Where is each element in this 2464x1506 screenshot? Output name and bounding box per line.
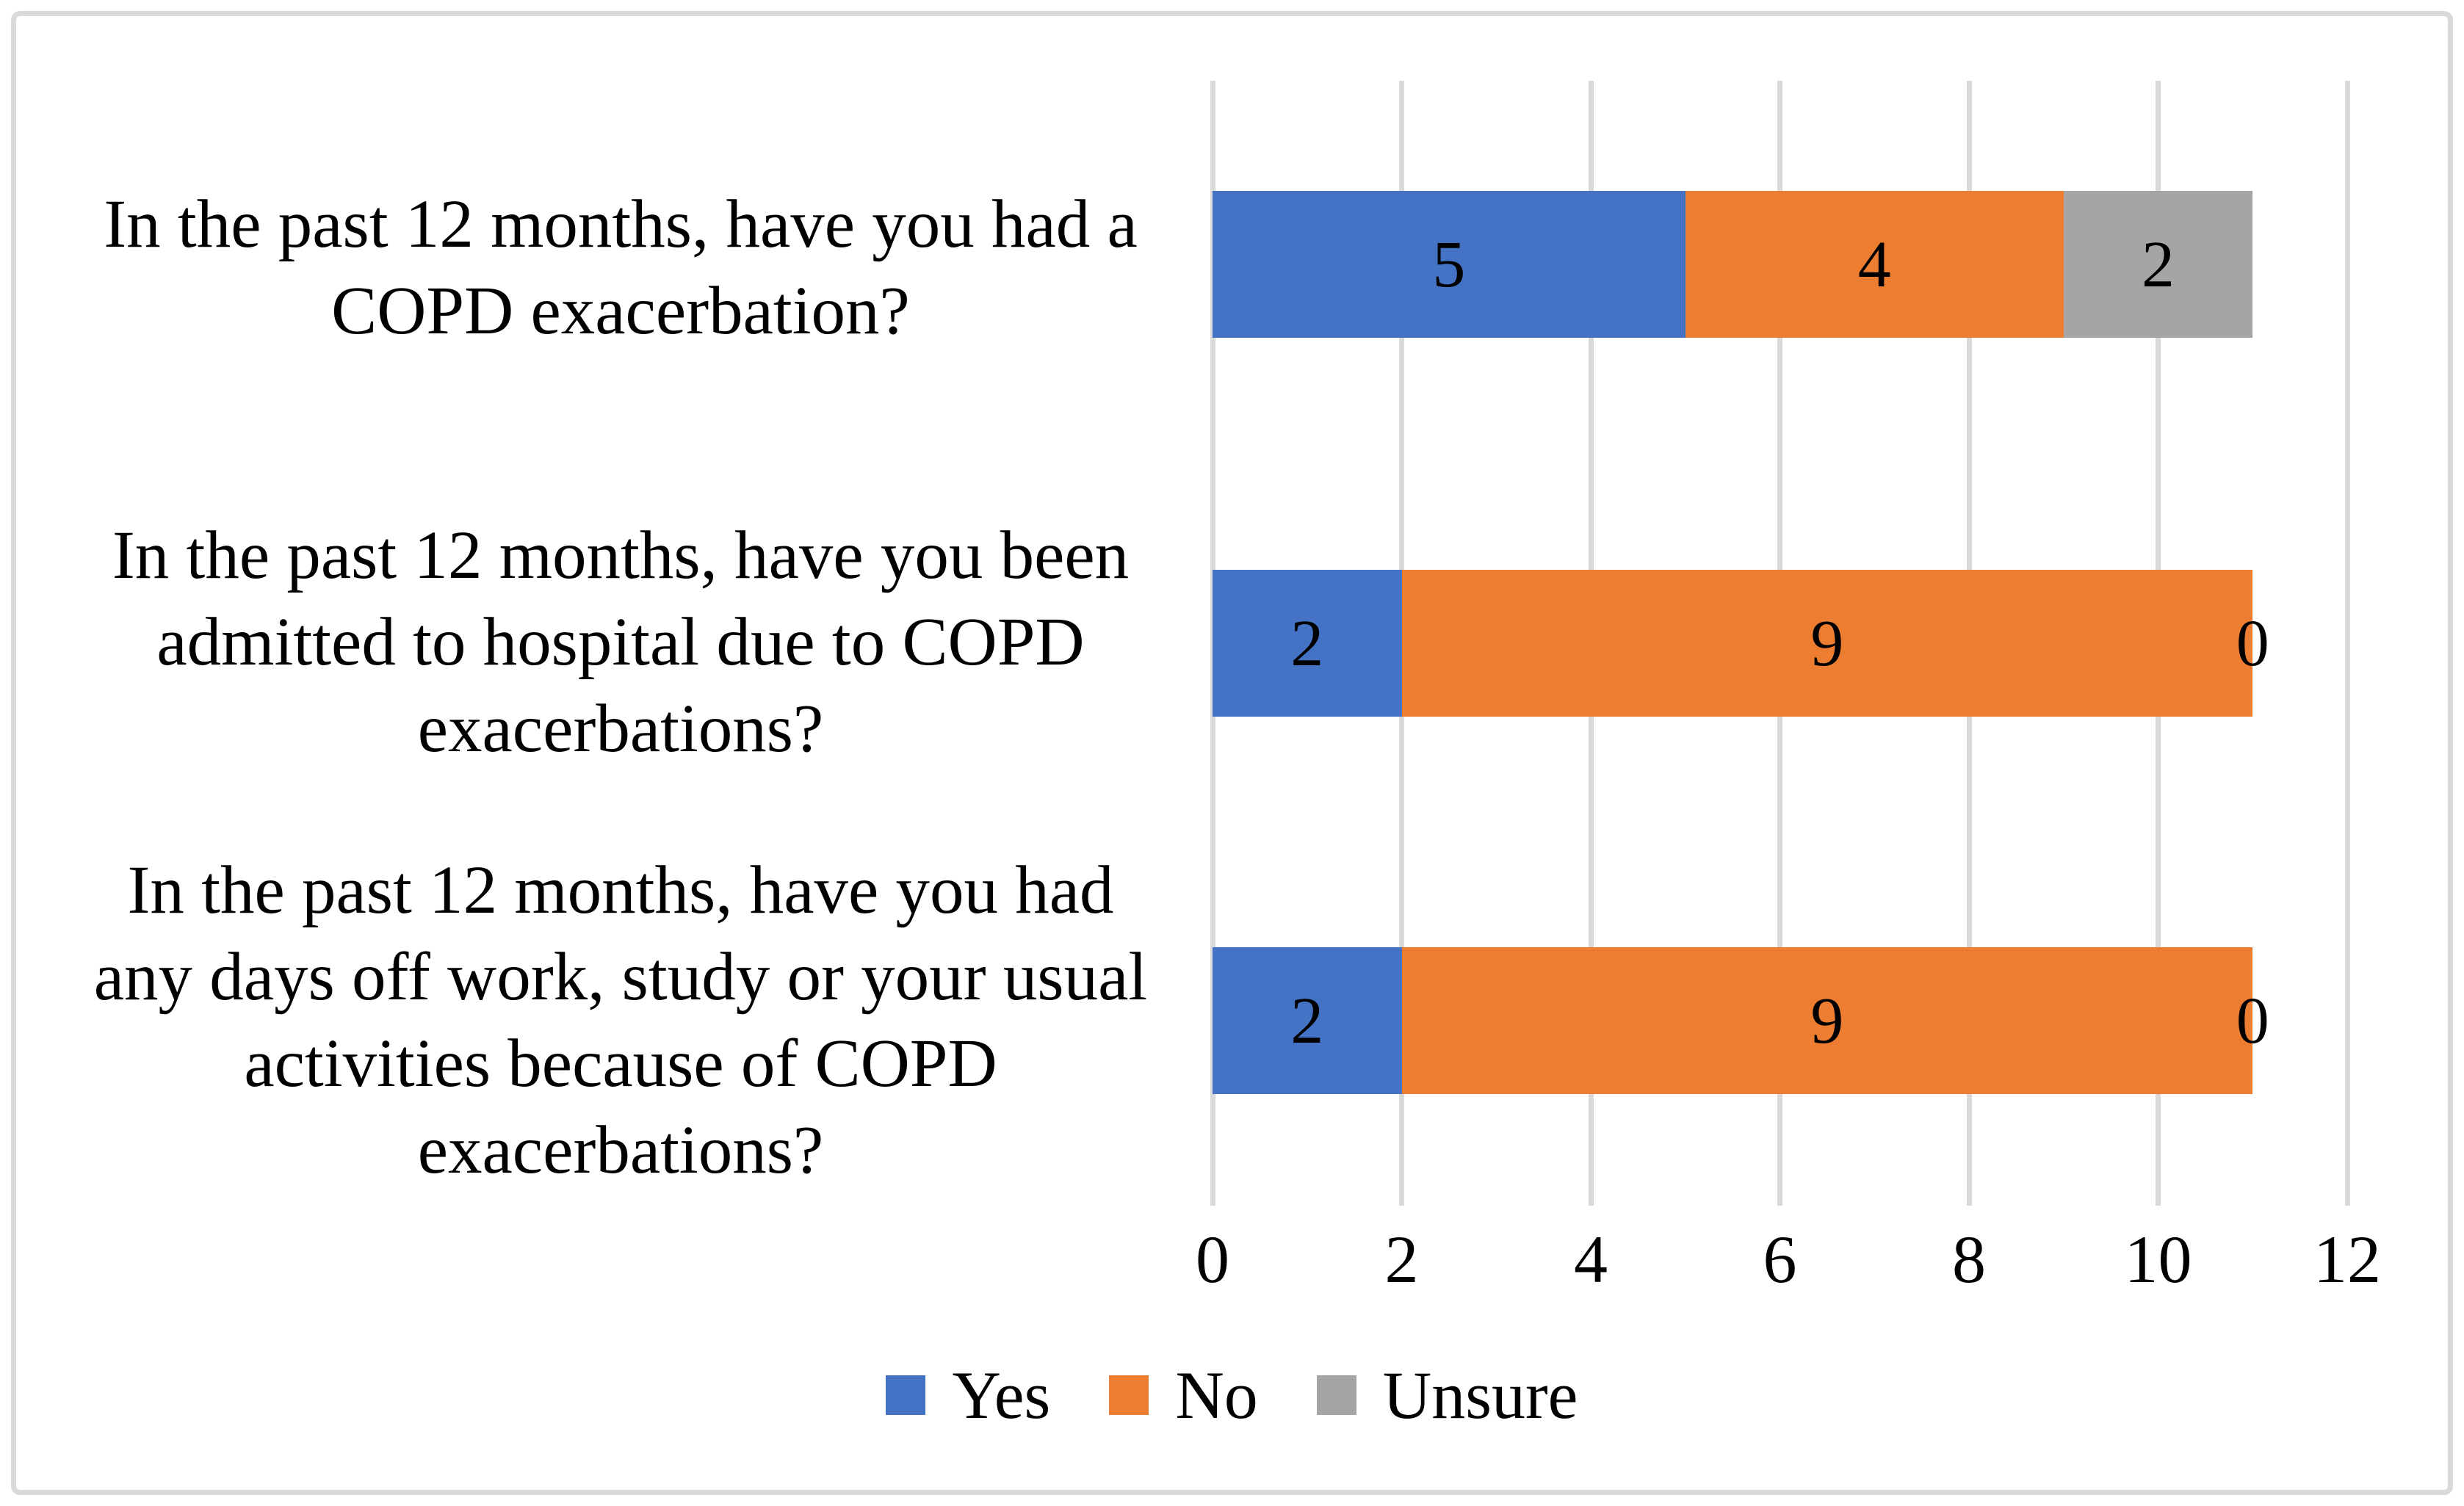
bar-data-label: 0 — [2236, 984, 2269, 1057]
bar-data-label: 9 — [1810, 607, 1844, 680]
bar-segment-yes — [1213, 191, 1686, 338]
bar-data-label: 5 — [1432, 228, 1466, 301]
bar-segment-no — [1401, 570, 2253, 717]
bar-data-label: 0 — [2236, 607, 2269, 680]
legend-swatch-unsure-icon — [1316, 1375, 1356, 1415]
bar-segment-yes — [1213, 570, 1402, 717]
bar-segment-no — [1401, 947, 2253, 1094]
x-axis-tick-label: 6 — [1763, 1222, 1797, 1297]
bar-data-label: 9 — [1810, 984, 1844, 1057]
legend-swatch-no-icon — [1109, 1375, 1149, 1415]
bar-data-label: 4 — [1857, 228, 1891, 301]
legend-item-unsure: Unsure — [1316, 1358, 1578, 1433]
legend-item-yes: Yes — [886, 1358, 1050, 1432]
bar-segment-no — [1685, 191, 2064, 338]
legend-item-no: No — [1109, 1358, 1258, 1433]
x-axis-tick-label: 12 — [2313, 1222, 2381, 1297]
x-axis-tick-label: 10 — [2124, 1222, 2192, 1297]
legend-label-unsure: Unsure — [1382, 1358, 1578, 1433]
x-axis-tick-label: 0 — [1196, 1222, 1229, 1297]
bar-data-label: 2 — [2142, 228, 2175, 301]
category-label-1: In the past 12 months, have you had a CO… — [104, 187, 1138, 349]
legend-swatch-yes-icon — [886, 1375, 926, 1415]
gridline — [2344, 81, 2350, 1206]
bar-segment-unsure — [2063, 191, 2253, 338]
bar-segment-yes — [1213, 947, 1402, 1094]
x-axis-tick-label: 2 — [1384, 1222, 1419, 1297]
bar-data-label: 2 — [1290, 607, 1324, 680]
x-axis-tick-label: 8 — [1952, 1222, 1986, 1297]
category-label-2: In the past 12 months, have you been adm… — [112, 518, 1130, 767]
bar-data-label: 2 — [1290, 984, 1324, 1057]
category-label-3: In the past 12 months, have you had any … — [93, 852, 1148, 1188]
x-axis-tick-label: 4 — [1574, 1222, 1608, 1297]
legend-label-no: No — [1175, 1358, 1258, 1433]
legend: Yes No Unsure — [0, 1355, 2464, 1436]
legend-label-yes: Yes — [952, 1358, 1051, 1433]
